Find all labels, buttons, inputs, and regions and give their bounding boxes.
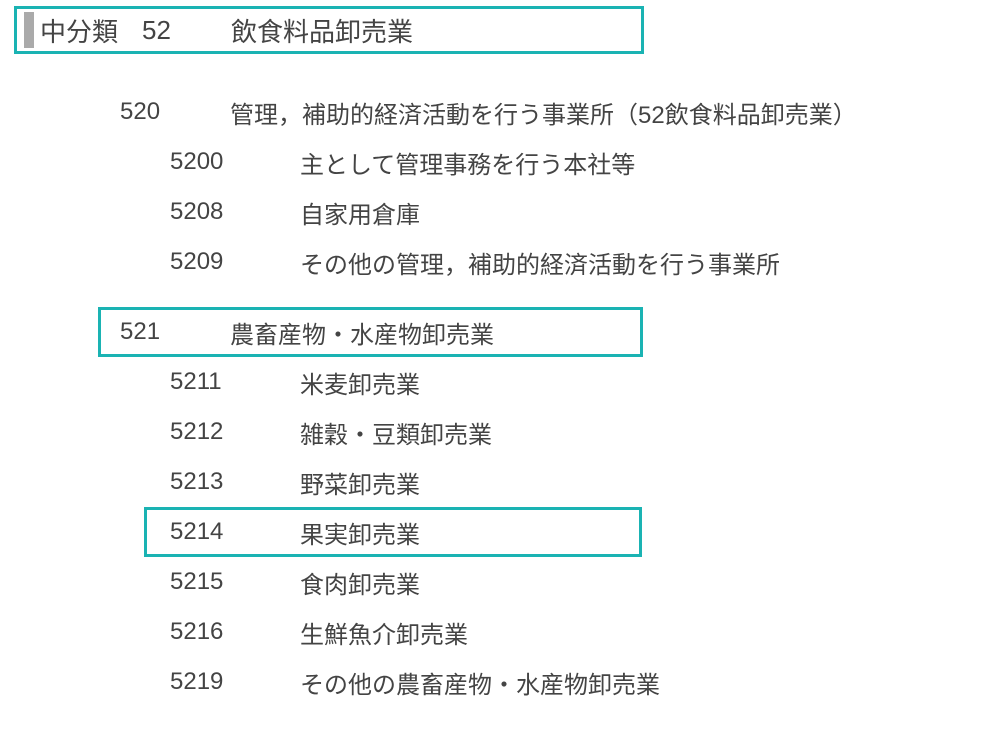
classification-row: 520管理，補助的経済活動を行う事業所（52飲食料品卸売業） <box>120 88 857 136</box>
row-code: 5215 <box>170 568 300 596</box>
classification-row: 5209その他の管理，補助的経済活動を行う事業所 <box>170 238 780 286</box>
highlight-box-header <box>14 6 644 54</box>
classification-row: 5216生鮮魚介卸売業 <box>170 608 468 656</box>
classification-row: 5211米麦卸売業 <box>170 358 420 406</box>
classification-row: 5200主として管理事務を行う本社等 <box>170 138 635 186</box>
row-code: 520 <box>120 98 230 126</box>
row-label: その他の農畜産物・水産物卸売業 <box>300 665 660 700</box>
classification-row: 5212雑穀・豆類卸売業 <box>170 408 492 456</box>
highlight-box-5214 <box>144 507 642 557</box>
row-code: 5200 <box>170 148 300 176</box>
classification-row: 5219その他の農畜産物・水産物卸売業 <box>170 658 660 706</box>
classification-row: 5213野菜卸売業 <box>170 458 420 506</box>
row-label: 主として管理事務を行う本社等 <box>300 145 635 180</box>
classification-row: 5215食肉卸売業 <box>170 558 420 606</box>
row-label: 野菜卸売業 <box>300 465 420 500</box>
highlight-box-521 <box>98 307 643 357</box>
classification-row: 5208自家用倉庫 <box>170 188 420 236</box>
row-code: 5216 <box>170 618 300 646</box>
row-label: 自家用倉庫 <box>300 195 420 230</box>
row-label: 生鮮魚介卸売業 <box>300 615 468 650</box>
row-code: 5208 <box>170 198 300 226</box>
row-label: 米麦卸売業 <box>300 365 420 400</box>
row-code: 5213 <box>170 468 300 496</box>
row-label: その他の管理，補助的経済活動を行う事業所 <box>300 245 780 280</box>
row-label: 雑穀・豆類卸売業 <box>300 415 492 450</box>
row-code: 5209 <box>170 248 300 276</box>
row-label: 管理，補助的経済活動を行う事業所（52飲食料品卸売業） <box>230 95 857 130</box>
row-code: 5219 <box>170 668 300 696</box>
row-code: 5212 <box>170 418 300 446</box>
row-label: 食肉卸売業 <box>300 565 420 600</box>
row-code: 5211 <box>170 368 300 396</box>
